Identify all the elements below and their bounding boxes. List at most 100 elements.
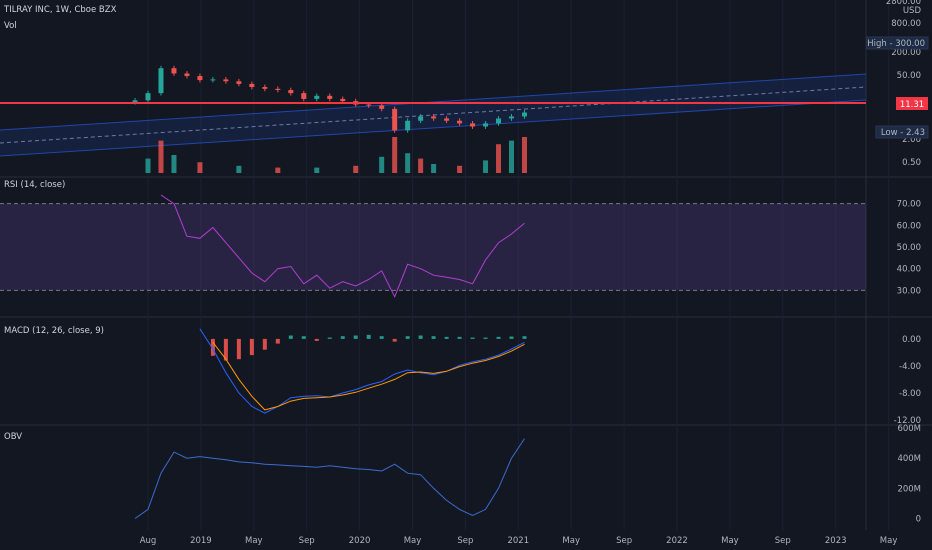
macd-histogram-bar xyxy=(496,336,501,339)
volume-bar xyxy=(431,164,437,173)
macd-histogram-bar xyxy=(392,338,397,342)
regression-channel xyxy=(0,74,866,156)
chart-grid xyxy=(0,0,932,530)
candle-body xyxy=(236,81,242,84)
macd-histogram-bar xyxy=(509,336,514,339)
time-axis-label: Sep xyxy=(457,536,473,546)
time-axis-label: May xyxy=(721,536,739,546)
macd-pane[interactable] xyxy=(199,328,527,414)
price-axis-label: 50.00 xyxy=(897,71,921,81)
obv-title: OBV xyxy=(4,432,22,442)
candle-body xyxy=(340,98,346,102)
volume-bar xyxy=(275,167,281,173)
rsi-axis-label: 70.00 xyxy=(897,200,921,210)
time-axis-label: 2020 xyxy=(349,536,371,546)
last-price-badge: 11.31 xyxy=(896,97,928,110)
volume-bar xyxy=(353,165,359,173)
channel-mid-line xyxy=(0,86,867,144)
volume-bar xyxy=(314,167,320,173)
macd-histogram-bar xyxy=(483,337,488,339)
macd-histogram-bar xyxy=(327,337,332,339)
macd-histogram-bar xyxy=(379,336,384,339)
rsi-band xyxy=(0,203,866,291)
obv-axis-label: 0 xyxy=(916,514,921,524)
volume-bar xyxy=(171,155,177,173)
macd-histogram-bar xyxy=(444,336,449,339)
time-axis-label: 2022 xyxy=(666,536,688,546)
macd-histogram-bar xyxy=(301,336,306,339)
macd-histogram-bar xyxy=(236,338,241,360)
obv-pane[interactable] xyxy=(134,438,525,519)
rsi-line xyxy=(160,194,525,299)
price-axis-label: 2.00 xyxy=(902,135,921,145)
macd-histogram-bar xyxy=(431,336,436,339)
candle-body xyxy=(405,120,411,131)
time-axis-label: Sep xyxy=(775,536,791,546)
rsi-axis-label: 30.00 xyxy=(897,286,921,296)
time-axis-label: May xyxy=(880,536,898,546)
price-axis-label: 800.00 xyxy=(891,19,921,29)
macd-histogram-bar xyxy=(210,338,215,356)
macd-histogram-bar xyxy=(288,335,293,339)
price-axis-label: USD xyxy=(903,6,922,16)
volume-bar xyxy=(418,158,424,173)
obv-axis-label: 200M xyxy=(897,484,921,494)
candle-body xyxy=(288,90,294,94)
macd-histogram-bar xyxy=(249,338,254,356)
volume-bar xyxy=(405,153,411,173)
high-badge-text: High - 300.00 xyxy=(867,39,925,49)
volume-bar xyxy=(236,165,242,173)
candle-body xyxy=(496,118,502,124)
candle-body xyxy=(509,116,515,119)
volume-bar xyxy=(392,137,398,173)
candle-body xyxy=(171,68,177,74)
volume-bar xyxy=(158,140,164,173)
rsi-axis-label: 60.00 xyxy=(897,221,921,231)
time-axis-label: 2019 xyxy=(190,536,212,546)
candle-body xyxy=(249,83,255,88)
candle-body xyxy=(327,95,333,99)
candle-body xyxy=(275,88,281,91)
macd-histogram-bar xyxy=(275,338,280,344)
volume-bar xyxy=(145,158,151,173)
candle-body xyxy=(483,123,489,127)
volume-bar xyxy=(457,165,463,173)
time-axis-label: 2021 xyxy=(507,536,529,546)
rsi-title: RSI (14, close) xyxy=(4,180,65,190)
rsi-axis-label: 50.00 xyxy=(897,243,921,253)
candle-body xyxy=(457,120,463,124)
rsi-axis-label: 40.00 xyxy=(897,265,921,275)
candle-body xyxy=(444,118,450,121)
high-badge: High - 300.00 xyxy=(866,36,929,50)
price-pane[interactable] xyxy=(0,65,867,173)
macd-histogram-bar xyxy=(457,336,462,339)
chart-title: TILRAY INC, 1W, Cboe BZX xyxy=(3,5,117,15)
macd-histogram-bar xyxy=(522,336,527,339)
candle-body xyxy=(379,105,385,109)
candle-body xyxy=(314,95,320,99)
macd-axis-label: -12.00 xyxy=(894,416,921,426)
candle-body xyxy=(223,79,229,82)
obv-axis-label: 600M xyxy=(897,424,921,434)
obv-axis-label: 400M xyxy=(897,454,921,464)
time-axis-label: Sep xyxy=(616,536,632,546)
macd-signal-line xyxy=(212,341,525,411)
volume-bar xyxy=(509,140,515,173)
last-price-badge-text: 11.31 xyxy=(900,100,924,110)
volume-bar xyxy=(496,144,502,173)
candle-body xyxy=(184,73,190,77)
time-axis-label: May xyxy=(404,536,422,546)
time-axis-label: May xyxy=(562,536,580,546)
candle-body xyxy=(132,100,138,103)
candle-body xyxy=(431,116,437,119)
candle-body xyxy=(366,104,372,106)
candle-body xyxy=(521,112,527,117)
macd-histogram-bar xyxy=(405,336,410,339)
time-axis-label: 2023 xyxy=(825,536,847,546)
rsi-pane[interactable] xyxy=(0,194,866,299)
candle-body xyxy=(262,87,268,89)
candle-body xyxy=(418,116,424,121)
macd-line xyxy=(199,328,525,414)
volume-bar xyxy=(521,137,527,173)
